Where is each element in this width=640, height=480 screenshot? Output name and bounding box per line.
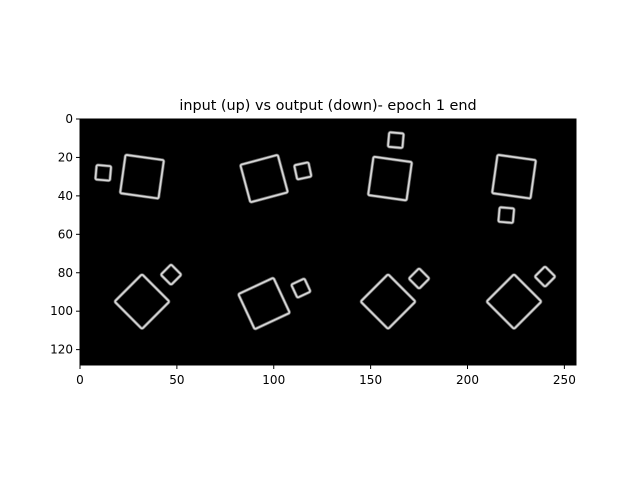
input-panel-4-large-square	[490, 153, 538, 200]
x-tick-label: 150	[359, 373, 382, 387]
small-square-edge	[94, 164, 112, 182]
large-square-edge	[491, 154, 537, 200]
input-panel-3-small-square	[386, 130, 406, 150]
output-panel-2-small-square	[290, 277, 312, 299]
y-tick-label: 80	[58, 266, 73, 280]
large-square-edge	[367, 156, 413, 202]
axes-layer: 0 50 100 150 200 250 0 20 40 60 80 100 120	[50, 112, 577, 387]
large-square-edge	[239, 154, 289, 203]
shapes-layer	[93, 130, 557, 331]
output-panel-4-small-square	[533, 265, 557, 288]
y-tick-label: 20	[58, 150, 73, 164]
small-square-edge	[290, 278, 311, 299]
input-panel-1-large-square	[118, 153, 166, 200]
output-panel-3-small-square	[407, 267, 431, 290]
x-tick-label: 200	[456, 373, 479, 387]
output-panel-4-large-square	[485, 273, 543, 330]
output-panel-3-large-square	[359, 273, 417, 330]
input-panel-2-small-square	[292, 160, 313, 181]
large-square-edge	[486, 273, 542, 330]
y-tick-label: 60	[58, 227, 73, 241]
input-panel-4-small-square	[496, 205, 516, 225]
large-square-edge	[237, 277, 291, 330]
axes-frame	[79, 118, 577, 366]
x-tick-label: 50	[169, 373, 184, 387]
chart-title: input (up) vs output (down)- epoch 1 end	[179, 98, 476, 114]
x-tick-label: 250	[553, 373, 576, 387]
small-square-edge	[160, 264, 182, 286]
x-tick-label: 100	[262, 373, 285, 387]
output-panel-2-large-square	[237, 276, 291, 331]
input-panel-3-large-square	[366, 155, 414, 202]
y-tick-label: 100	[50, 304, 73, 318]
large-square-edge	[114, 273, 170, 330]
y-tick-label: 120	[50, 343, 73, 357]
x-tick-label: 0	[76, 373, 84, 387]
output-panel-1-large-square	[113, 273, 171, 330]
small-square-edge	[408, 268, 430, 290]
small-square-edge	[497, 206, 515, 224]
input-panel-2-large-square	[239, 153, 290, 204]
large-square-edge	[119, 154, 165, 200]
small-square-edge	[534, 266, 556, 288]
input-panel-1-small-square	[93, 163, 113, 183]
small-square-edge	[293, 161, 313, 181]
y-tick-label: 0	[65, 112, 73, 126]
large-square-edge	[360, 273, 416, 330]
small-square-edge	[387, 131, 405, 149]
output-panel-1-small-square	[159, 263, 183, 286]
y-tick-label: 40	[58, 189, 73, 203]
